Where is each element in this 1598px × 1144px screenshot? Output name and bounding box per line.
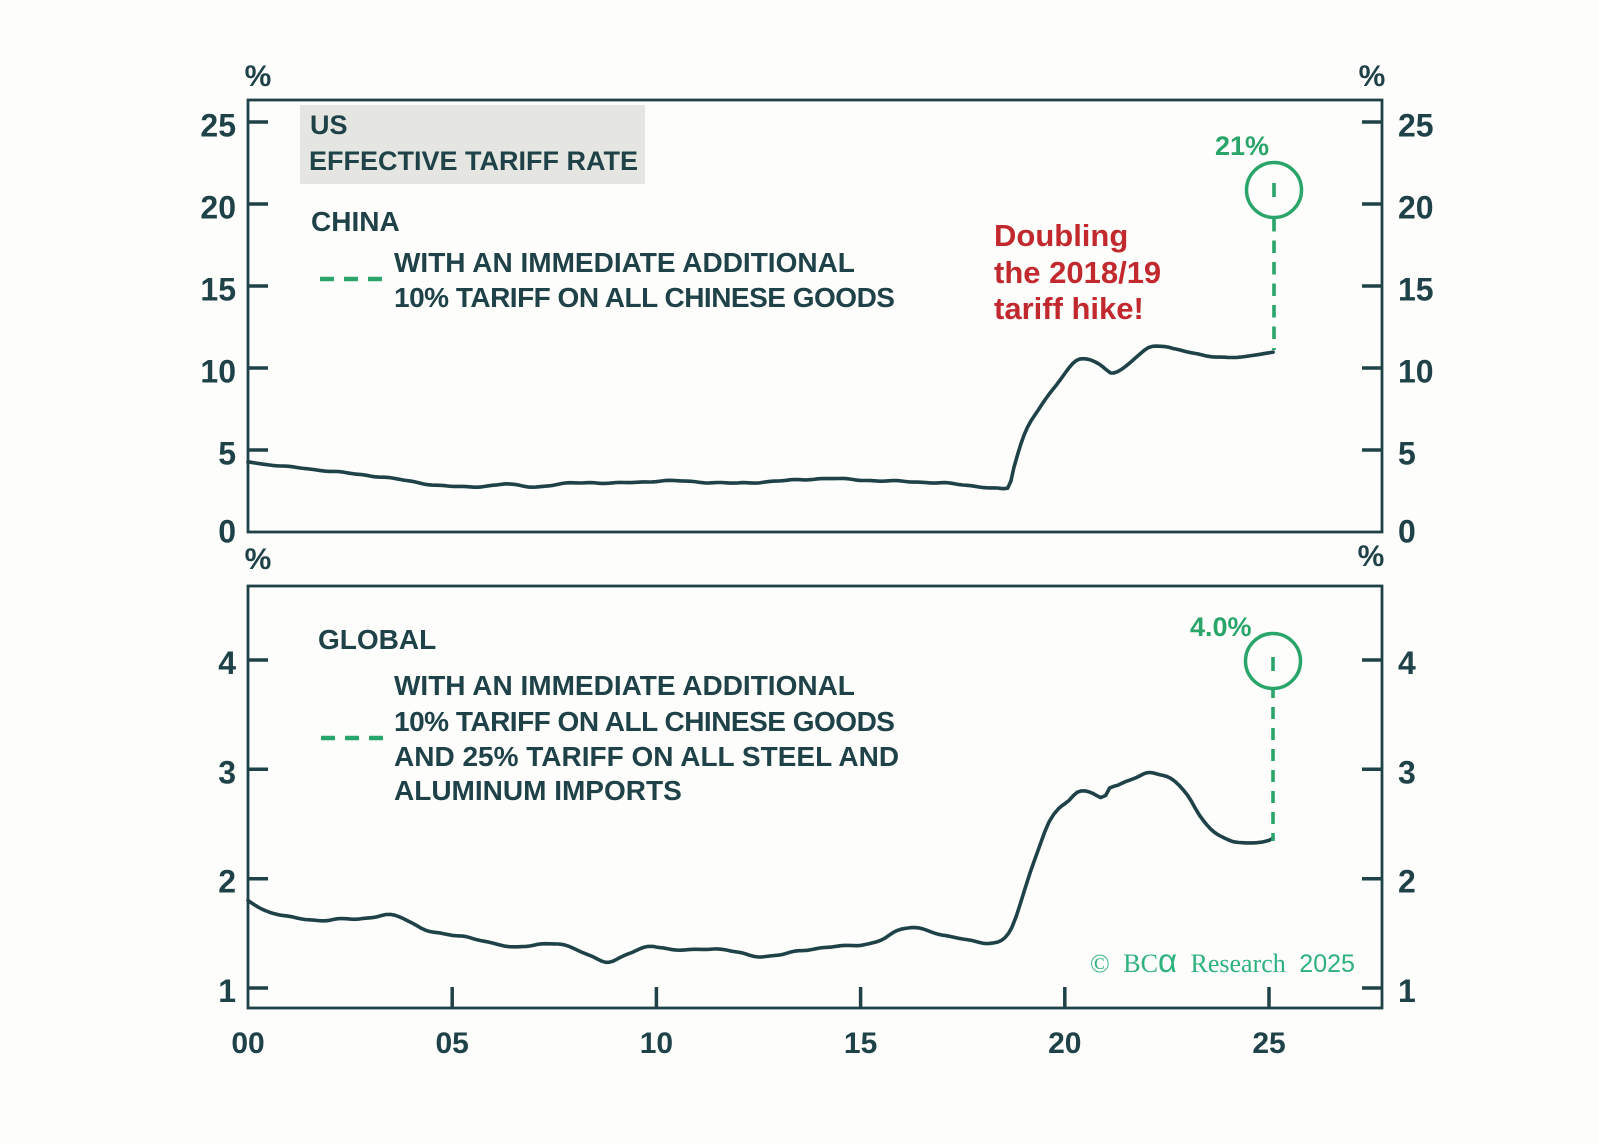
- svg-text:4.0%: 4.0%: [1190, 612, 1252, 642]
- svg-text:25: 25: [1398, 108, 1434, 144]
- svg-text:2: 2: [218, 864, 236, 900]
- svg-text:15: 15: [200, 272, 236, 308]
- svg-text:US: US: [310, 110, 348, 140]
- svg-text:%: %: [1359, 60, 1386, 93]
- svg-text:10% TARIFF ON ALL CHINESE GOOD: 10% TARIFF ON ALL CHINESE GOODS: [394, 282, 894, 313]
- svg-text:tariff hike!: tariff hike!: [994, 291, 1144, 326]
- svg-text:4: 4: [218, 645, 236, 681]
- svg-text:WITH AN IMMEDIATE ADDITIONAL: WITH AN IMMEDIATE ADDITIONAL: [394, 670, 855, 701]
- svg-text:20: 20: [1048, 1027, 1081, 1060]
- svg-text:1: 1: [218, 973, 236, 1009]
- svg-text:3: 3: [1398, 754, 1416, 790]
- svg-text:25: 25: [1252, 1027, 1285, 1060]
- svg-text:21%: 21%: [1215, 131, 1269, 161]
- svg-text:05: 05: [436, 1027, 469, 1060]
- svg-text:5: 5: [1398, 436, 1416, 472]
- svg-text:0: 0: [218, 514, 236, 550]
- svg-text:the 2018/19: the 2018/19: [994, 255, 1161, 290]
- svg-text:Doubling: Doubling: [994, 218, 1128, 253]
- svg-text:CHINA: CHINA: [311, 206, 400, 237]
- svg-text:15: 15: [844, 1027, 877, 1060]
- svg-text:1: 1: [1398, 973, 1416, 1009]
- svg-text:%: %: [245, 543, 272, 576]
- svg-text:25: 25: [200, 108, 236, 144]
- svg-text:2: 2: [1398, 864, 1416, 900]
- svg-text:ALUMINUM IMPORTS: ALUMINUM IMPORTS: [394, 775, 682, 806]
- svg-text:3: 3: [218, 754, 236, 790]
- svg-text:10% TARIFF ON ALL CHINESE GOOD: 10% TARIFF ON ALL CHINESE GOODS: [394, 706, 894, 737]
- svg-text:EFFECTIVE TARIFF RATE: EFFECTIVE TARIFF RATE: [309, 146, 638, 176]
- svg-text:0: 0: [1398, 514, 1416, 550]
- svg-text:4: 4: [1398, 645, 1416, 681]
- svg-text:WITH AN IMMEDIATE ADDITIONAL: WITH AN IMMEDIATE ADDITIONAL: [394, 247, 855, 278]
- svg-text:5: 5: [218, 436, 236, 472]
- svg-text:%: %: [245, 60, 272, 93]
- svg-text:10: 10: [1398, 354, 1434, 390]
- svg-text:AND 25% TARIFF ON ALL STEEL AN: AND 25% TARIFF ON ALL STEEL AND: [394, 741, 899, 772]
- svg-text:20: 20: [1398, 190, 1434, 226]
- svg-text:20: 20: [200, 190, 236, 226]
- svg-text:00: 00: [231, 1027, 264, 1060]
- svg-text:15: 15: [1398, 272, 1434, 308]
- svg-text:10: 10: [640, 1027, 673, 1060]
- svg-text:%: %: [1358, 540, 1385, 573]
- svg-text:10: 10: [200, 354, 236, 390]
- svg-text:GLOBAL: GLOBAL: [318, 624, 436, 655]
